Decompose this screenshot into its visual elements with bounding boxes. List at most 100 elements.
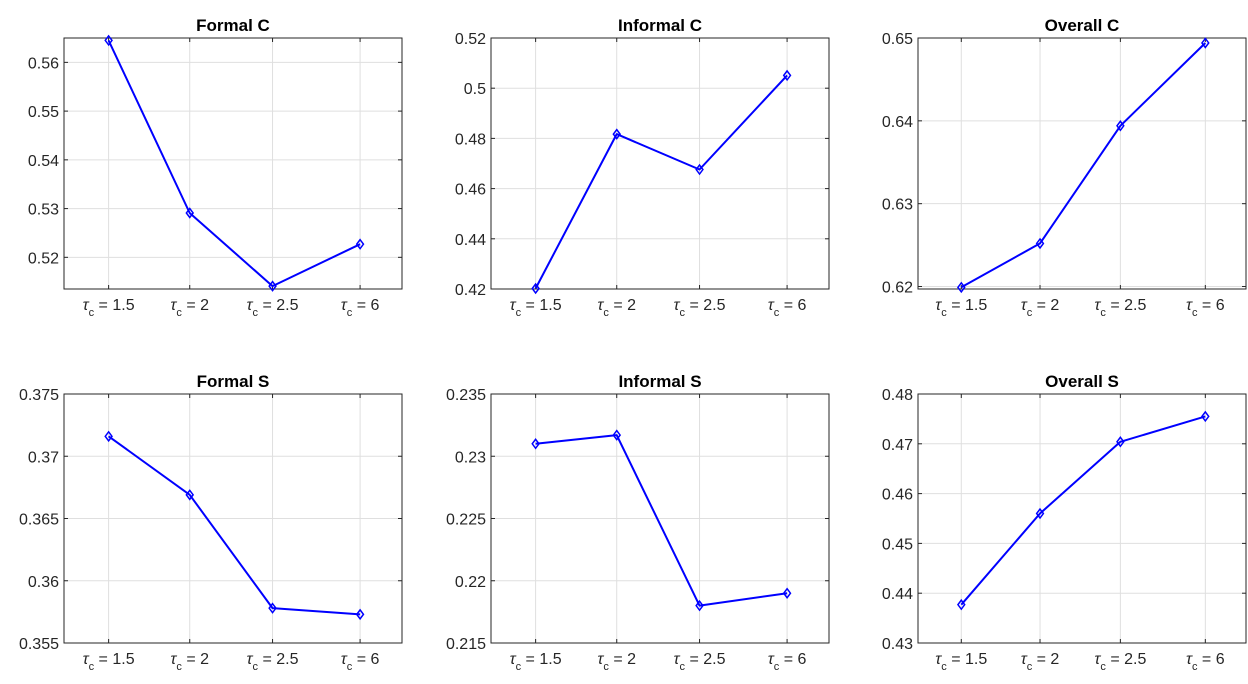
x-tick-label: τc = 1.5 — [935, 651, 987, 673]
y-tick-label: 0.53 — [28, 202, 59, 219]
data-point-marker — [355, 238, 365, 250]
y-tick-label: 0.46 — [882, 487, 913, 504]
y-tick-label: 0.52 — [28, 250, 59, 267]
x-tick-label: τc = 2.5 — [247, 297, 299, 319]
data-point-marker — [956, 281, 966, 294]
x-tick-label: τc = 6 — [1186, 651, 1225, 673]
x-tick-label: τc = 6 — [1186, 297, 1225, 319]
x-tick-label: τc = 2 — [597, 651, 636, 673]
x-tick-label: τc = 6 — [341, 297, 380, 319]
data-point-marker — [104, 34, 113, 47]
y-tick-label: 0.44 — [455, 232, 486, 249]
data-point-marker — [1035, 237, 1045, 250]
x-tick-label: τc = 2 — [1021, 297, 1060, 319]
y-tick-label: 0.47 — [882, 437, 913, 454]
subplot-title: Informal S — [618, 372, 701, 391]
x-tick-label: τc = 1.5 — [83, 651, 135, 673]
axes-box — [63, 37, 403, 290]
y-tick-label: 0.5 — [464, 81, 486, 98]
data-point-marker — [782, 69, 792, 82]
subplot-5: Overall S 0.43 0.44 0.45 0.46 0.47 0.48 τc = 1.… — [882, 372, 1247, 673]
subplot-title: Overall C — [1045, 16, 1120, 35]
data-point-marker — [531, 438, 540, 450]
data-point-marker — [355, 608, 365, 621]
y-tick-label: 0.62 — [882, 280, 913, 297]
y-tick-label: 0.55 — [28, 104, 59, 121]
subplot-title: Overall S — [1045, 372, 1119, 391]
y-tick-label: 0.48 — [455, 131, 486, 148]
y-tick-label: 0.22 — [455, 574, 486, 591]
x-tick-label: τc = 2 — [170, 651, 209, 673]
data-point-marker — [695, 599, 704, 612]
x-tick-label: τc = 6 — [768, 651, 807, 673]
subplot-grid: Formal C 0.52 0.53 0.54 0.55 0.56 τc = 1.5 τc =… — [19, 16, 1247, 673]
data-point-marker — [268, 602, 277, 614]
y-tick-label: 0.36 — [28, 574, 59, 591]
series-line — [108, 435, 361, 616]
y-tick-label: 0.64 — [882, 114, 913, 131]
y-tick-label: 0.355 — [19, 636, 59, 653]
x-tick-label: τc = 1.5 — [935, 297, 987, 319]
x-tick-label: τc = 6 — [341, 651, 380, 673]
x-tick-label: τc = 6 — [768, 297, 807, 319]
y-tick-label: 0.225 — [446, 512, 486, 529]
data-point-marker — [956, 598, 966, 611]
data-point-marker — [612, 128, 622, 140]
y-tick-label: 0.23 — [455, 449, 486, 466]
x-tick-label: τc = 1.5 — [83, 297, 135, 319]
y-tick-label: 0.37 — [28, 449, 59, 466]
y-tick-label: 0.52 — [455, 31, 486, 48]
x-tick-label: τc = 1.5 — [510, 651, 562, 673]
y-tick-label: 0.235 — [446, 387, 486, 404]
x-tick-label: τc = 2.5 — [247, 651, 299, 673]
data-point-marker — [1116, 436, 1125, 448]
y-tick-label: 0.42 — [455, 282, 486, 299]
data-point-marker — [695, 163, 704, 176]
data-point-marker — [1201, 37, 1210, 49]
subplot-title: Informal C — [618, 16, 702, 35]
data-point-marker — [104, 430, 113, 443]
x-tick-label: τc = 1.5 — [510, 297, 562, 319]
y-tick-label: 0.215 — [446, 636, 486, 653]
x-tick-label: τc = 2 — [170, 297, 209, 319]
data-point-marker — [1116, 120, 1125, 132]
series-line — [960, 415, 1206, 606]
x-tick-label: τc = 2.5 — [1094, 651, 1146, 673]
series-line — [960, 42, 1206, 289]
y-tick-label: 0.44 — [882, 586, 913, 603]
x-tick-label: τc = 2.5 — [674, 297, 726, 319]
x-tick-label: τc = 2.5 — [1094, 297, 1146, 319]
y-tick-label: 0.45 — [882, 536, 913, 553]
y-tick-label: 0.46 — [455, 182, 486, 199]
data-point-marker — [185, 207, 195, 219]
subplot-0: Formal C 0.52 0.53 0.54 0.55 0.56 τc = 1.5 τc =… — [28, 16, 403, 319]
y-tick-label: 0.56 — [28, 55, 59, 72]
axes-box — [490, 37, 830, 290]
y-tick-label: 0.65 — [882, 31, 913, 48]
data-point-marker — [1201, 410, 1210, 423]
data-point-marker — [185, 489, 195, 501]
axes-box — [917, 37, 1247, 290]
x-tick-label: τc = 2 — [597, 297, 636, 319]
x-tick-label: τc = 2 — [1021, 651, 1060, 673]
x-tick-label: τc = 2.5 — [674, 651, 726, 673]
series-line — [535, 434, 788, 607]
y-tick-label: 0.375 — [19, 387, 59, 404]
data-point-marker — [268, 280, 277, 292]
subplot-title: Formal S — [197, 372, 270, 391]
data-point-marker — [1035, 507, 1045, 520]
subplot-2: Overall C 0.62 0.63 0.64 0.65 τc = 1.5 τc = 2 τ… — [882, 16, 1247, 319]
subplot-3: Formal S 0.355 0.36 0.365 0.37 0.375 τc = 1.5 τ… — [19, 372, 403, 673]
y-tick-label: 0.48 — [882, 387, 913, 404]
series-line — [534, 74, 788, 289]
subplot-title: Formal C — [196, 16, 270, 35]
data-point-marker — [612, 429, 622, 441]
subplot-1: Informal C 0.42 0.44 0.46 0.48 0.5 0.52 τc = 1.… — [455, 16, 830, 319]
axes-box — [917, 393, 1247, 644]
series-line — [107, 39, 361, 288]
y-tick-label: 0.54 — [28, 153, 59, 170]
subplot-4: Informal S 0.215 0.22 0.225 0.23 0.235 τc = 1.… — [446, 372, 830, 673]
y-tick-label: 0.63 — [882, 197, 913, 214]
data-point-marker — [531, 282, 540, 295]
